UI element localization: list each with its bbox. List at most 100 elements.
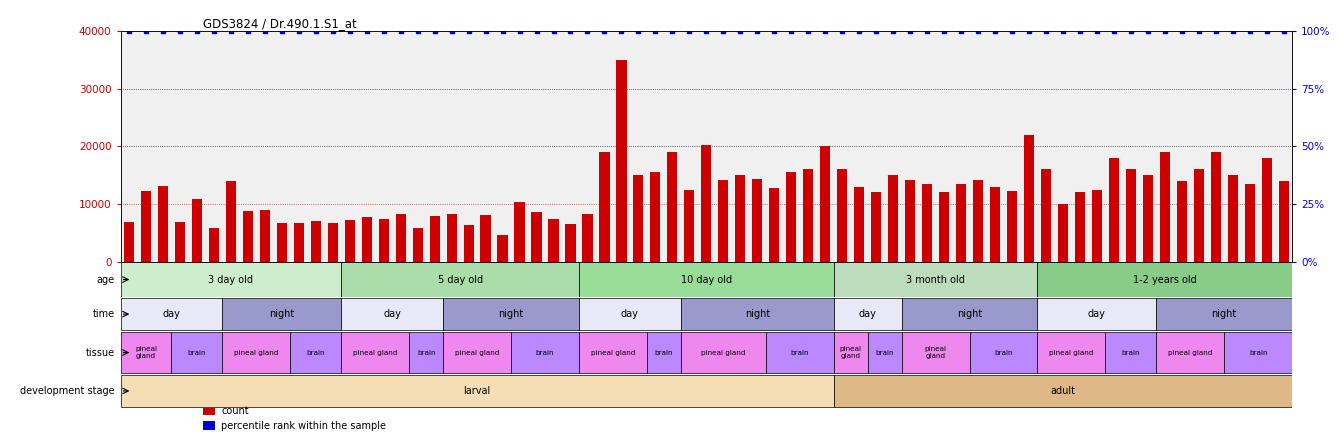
Text: pineal gland: pineal gland (1168, 349, 1212, 356)
Point (237, 28, 258, 35)
Bar (341, 332, 410, 373)
Text: pineal
gland: pineal gland (924, 346, 947, 359)
Text: pineal gland: pineal gland (590, 349, 635, 356)
Bar (901, 332, 969, 373)
Point (781, 28, 802, 35)
Bar (209, 228, 220, 262)
Point (967, 28, 988, 35)
Bar (410, 332, 443, 373)
Bar (1109, 158, 1119, 262)
Text: larval: larval (463, 386, 490, 396)
Point (1273, 28, 1295, 35)
Bar (600, 152, 609, 262)
Bar (766, 332, 834, 373)
Point (712, 28, 734, 35)
Bar (1157, 332, 1224, 373)
Text: night: night (744, 309, 770, 319)
Bar (1228, 175, 1237, 262)
Bar (341, 298, 443, 330)
Bar (753, 179, 762, 262)
Point (186, 28, 208, 35)
Bar (202, 406, 216, 415)
Point (323, 28, 344, 35)
Text: brain: brain (307, 349, 325, 356)
Point (356, 28, 378, 35)
Bar (633, 175, 644, 262)
Bar (1160, 152, 1170, 262)
Text: 3 month old: 3 month old (907, 274, 965, 285)
Bar (1193, 170, 1204, 262)
Text: age: age (96, 274, 115, 285)
Point (288, 28, 309, 35)
Point (798, 28, 819, 35)
Point (270, 28, 292, 35)
Point (1188, 28, 1209, 35)
Bar (901, 298, 1038, 330)
Bar (969, 332, 1038, 373)
Bar (565, 224, 576, 262)
Bar (1126, 170, 1135, 262)
Bar (226, 181, 236, 262)
Point (509, 28, 530, 35)
Text: brain: brain (790, 349, 809, 356)
Bar (222, 298, 341, 330)
Bar (616, 60, 627, 262)
Bar (1279, 181, 1288, 262)
Point (644, 28, 665, 35)
Bar (1038, 332, 1106, 373)
Point (118, 28, 139, 35)
Bar (854, 186, 864, 262)
Bar (837, 170, 848, 262)
Bar (990, 186, 1000, 262)
Point (1137, 28, 1158, 35)
Bar (1007, 191, 1018, 262)
Bar (905, 180, 915, 262)
Text: day: day (621, 309, 639, 319)
Bar (1038, 298, 1157, 330)
Bar (446, 214, 457, 262)
Bar (141, 191, 151, 262)
Bar (1261, 158, 1272, 262)
Point (1121, 28, 1142, 35)
Bar (293, 223, 304, 262)
Bar (582, 214, 593, 262)
Point (560, 28, 581, 35)
Bar (514, 202, 525, 262)
Text: count: count (221, 406, 249, 416)
Bar (1177, 181, 1186, 262)
Bar (121, 332, 171, 373)
Bar (667, 152, 678, 262)
Bar (121, 375, 834, 407)
Text: pineal
gland: pineal gland (840, 346, 862, 359)
Bar (443, 298, 578, 330)
Point (526, 28, 548, 35)
Text: 3 day old: 3 day old (209, 274, 253, 285)
Bar (328, 223, 337, 262)
Bar (222, 332, 291, 373)
Text: night: night (498, 309, 524, 319)
Bar (121, 298, 222, 330)
Bar (684, 190, 695, 262)
Bar (651, 172, 660, 262)
Point (1154, 28, 1176, 35)
Point (407, 28, 428, 35)
Bar (834, 262, 1038, 297)
Bar (1091, 190, 1102, 262)
Bar (819, 147, 830, 262)
Point (1239, 28, 1260, 35)
Bar (1224, 332, 1292, 373)
Bar (834, 298, 901, 330)
Point (593, 28, 615, 35)
Text: 1-2 years old: 1-2 years old (1133, 274, 1197, 285)
Point (1256, 28, 1277, 35)
Bar (834, 332, 868, 373)
Point (441, 28, 462, 35)
Point (661, 28, 683, 35)
Text: night: night (1212, 309, 1237, 319)
Bar (443, 332, 511, 373)
Bar (1157, 298, 1292, 330)
Bar (1244, 184, 1255, 262)
Bar (956, 184, 967, 262)
Point (1052, 28, 1074, 35)
Text: pineal gland: pineal gland (1050, 349, 1094, 356)
